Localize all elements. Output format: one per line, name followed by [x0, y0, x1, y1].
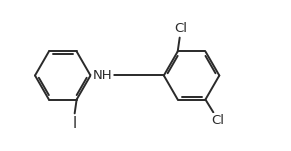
Text: NH: NH [93, 69, 112, 82]
Text: I: I [72, 116, 77, 131]
Text: Cl: Cl [174, 22, 187, 35]
Text: Cl: Cl [211, 114, 224, 127]
